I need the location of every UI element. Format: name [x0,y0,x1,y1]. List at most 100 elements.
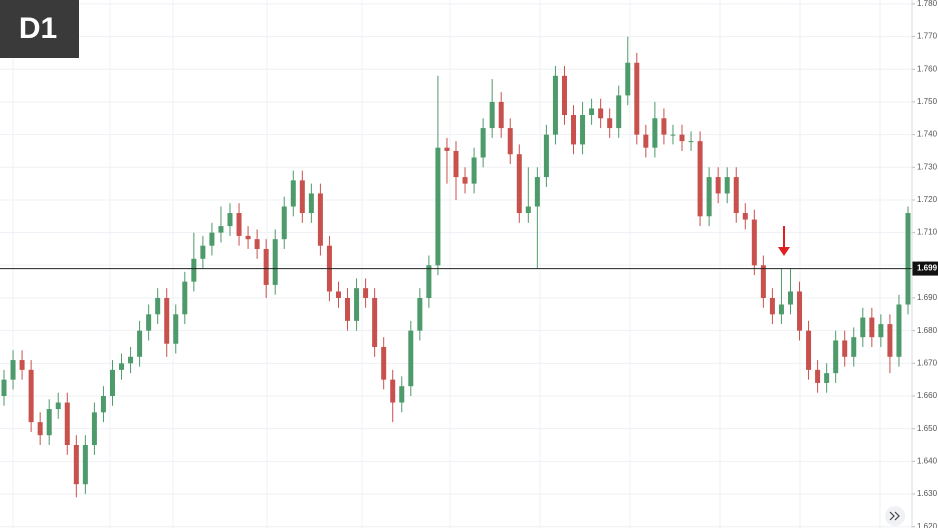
candle-body [191,258,197,282]
candle-body [498,101,504,129]
candle-body [390,379,396,403]
price-label: 1.699 [917,264,938,273]
candle-body [37,422,43,436]
candle-body [607,118,613,129]
candle-body [580,115,586,145]
candle-body [661,118,667,135]
candle-body [670,134,676,136]
scroll-button[interactable] [885,506,905,526]
candle-body [417,297,423,331]
candle-body [28,369,34,423]
candle-body [760,265,766,298]
candle-body [146,314,152,331]
candle-body [878,324,884,338]
candle-body [751,219,757,266]
candle-body [155,297,161,315]
y-tick-label: 1.740 [917,130,938,139]
candle-body [426,265,432,298]
red-arrow [778,226,790,256]
candle-body [444,147,450,151]
candle-body [372,297,378,347]
candle-body [471,157,477,184]
candle-body [317,193,323,246]
candle-body [173,314,179,344]
candle-body [561,75,567,116]
candle-body [381,346,387,380]
candle-body [480,128,486,158]
candle-body [688,141,694,143]
candle-body [706,177,712,217]
candle-body [824,373,830,383]
y-tick-label: 1.680 [917,326,938,335]
y-tick-label: 1.710 [917,228,938,237]
candle-body [652,118,658,148]
candle-body [164,297,170,344]
candle-body [589,108,595,116]
price-label-box [912,261,938,276]
candle-body [860,317,866,338]
y-tick-label: 1.670 [917,358,938,367]
candle-body [552,75,558,135]
candle-body [489,101,495,129]
timeframe-badge [0,0,79,58]
timeframe-label: D1 [19,12,57,45]
candle-body [254,239,260,249]
candle-body [525,206,531,214]
candle-body [82,445,88,485]
candle-body [787,291,793,305]
candle-body [715,177,721,194]
candle-body [91,412,97,446]
candle-body [1,379,7,396]
candle-body [851,337,857,357]
candle-body [245,235,251,240]
candle-body [616,95,622,129]
candle-body [363,288,369,298]
y-tick-label: 1.650 [917,424,938,433]
candle-body [571,115,577,145]
candle-body [281,206,287,240]
candle-body [399,386,405,403]
candle-body [679,134,685,142]
candle-body [724,177,730,194]
candle-body [354,288,360,321]
y-tick-label: 1.630 [917,489,938,498]
y-tick-label: 1.640 [917,456,938,465]
y-tick-label: 1.720 [917,195,938,204]
candle-body [869,317,875,338]
y-tick-label: 1.730 [917,162,938,171]
candle-body [227,213,233,227]
candle-body [733,177,739,214]
vertical-grid [12,0,881,528]
candle-body [182,281,188,315]
candle-body [299,180,305,214]
y-tick-label: 1.620 [917,522,938,528]
candle-body [10,360,16,380]
candle-body [308,193,314,214]
candle-body [625,62,631,96]
candle-body [534,177,540,207]
candle-body [272,239,278,285]
candle-body [137,330,143,357]
candle-body [833,340,839,374]
candle-body [806,330,812,370]
y-tick-label: 1.770 [917,32,938,41]
y-tick-label: 1.780 [917,0,938,8]
candle-body [345,297,351,321]
candle-body [335,291,341,298]
candle-body [896,304,902,357]
candle-body [200,245,206,259]
candle-body [128,356,134,364]
candle-body [778,304,784,315]
y-tick-label: 1.760 [917,64,938,73]
candle-body [109,369,115,396]
candle-body [19,360,25,370]
candle-body [507,128,513,155]
candle-body [905,213,911,305]
candle-body [46,409,52,436]
candle-body [842,340,848,357]
y-tick-label: 1.690 [917,293,938,302]
candle-body [119,363,125,370]
candle-body [516,154,522,214]
candle-body [209,232,215,246]
candle-body [769,297,775,315]
